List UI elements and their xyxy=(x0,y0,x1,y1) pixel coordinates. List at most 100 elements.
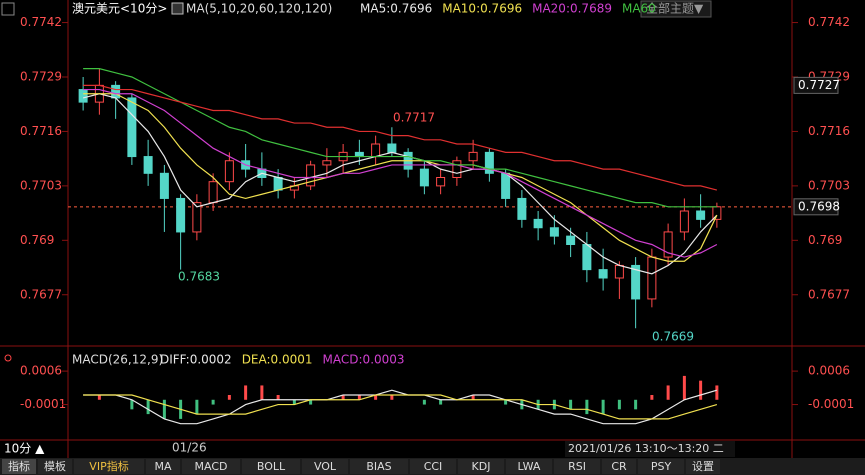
tab[interactable] xyxy=(554,459,600,474)
y-tick-label: 0.7703 xyxy=(808,178,850,192)
macd-title: MACD(26,12,9) xyxy=(72,353,163,367)
y-tick-label: 0.7729 xyxy=(20,70,62,84)
tab-label[interactable]: KDJ xyxy=(472,460,491,473)
marker-price-box xyxy=(793,76,839,94)
candle-body xyxy=(306,164,316,187)
candle-body xyxy=(127,97,137,158)
y-tick-label: 0.7703 xyxy=(20,178,62,192)
y-tick-label: -0.0001 xyxy=(808,397,854,411)
candle-body xyxy=(273,177,283,191)
candle-body xyxy=(517,197,527,220)
date-label: 01/26 xyxy=(172,441,207,455)
candle-body xyxy=(436,177,446,187)
y-tick-label: 0.7716 xyxy=(808,124,850,138)
tab[interactable] xyxy=(686,459,720,474)
y-tick-label: -0.0001 xyxy=(20,397,66,411)
y-tick-label: 0.7742 xyxy=(808,15,850,29)
tab[interactable] xyxy=(638,459,684,474)
current-price-box xyxy=(793,198,839,216)
tab[interactable] xyxy=(602,459,636,474)
candle-body xyxy=(663,231,673,258)
period-label[interactable]: 10分 ▲ xyxy=(4,442,45,456)
tab-label[interactable]: MACD xyxy=(195,460,228,473)
theme-button[interactable] xyxy=(640,0,712,18)
legend-entry: DEA:0.0001 xyxy=(242,353,313,367)
y-tick-label: 0.7716 xyxy=(20,124,62,138)
candle-body xyxy=(143,156,153,174)
candle-body xyxy=(387,143,397,153)
symbol: 澳元美元<10分> xyxy=(72,2,167,16)
panel-icon xyxy=(4,354,12,362)
candle-body xyxy=(354,151,364,158)
series-line xyxy=(83,389,718,425)
tab[interactable] xyxy=(410,459,456,474)
y-tick-label: 0.0006 xyxy=(20,364,62,378)
tab[interactable] xyxy=(302,459,348,474)
tab[interactable] xyxy=(2,459,36,474)
series-line xyxy=(83,394,718,420)
y-tick-label: 0.769 xyxy=(808,233,842,247)
tab-label[interactable]: 模板 xyxy=(44,459,66,473)
candle-body xyxy=(549,227,559,237)
tab[interactable] xyxy=(182,459,240,474)
candle-body xyxy=(631,264,641,300)
candle-body xyxy=(533,218,543,229)
candle-body xyxy=(192,202,202,233)
candle-body xyxy=(614,264,624,279)
candle-body xyxy=(371,143,381,158)
legend-entry: MA60 xyxy=(622,2,656,16)
candle-body xyxy=(419,168,429,187)
tab-label[interactable]: BIAS xyxy=(366,460,391,473)
tab-label[interactable]: MA xyxy=(154,460,171,473)
time-range: 2021/01/26 13:10～13:20 二 xyxy=(568,442,724,455)
current-price: 0.7698 xyxy=(798,199,840,213)
tab-label[interactable]: RSI xyxy=(568,460,586,473)
candle-body xyxy=(679,210,689,233)
tab-label[interactable]: PSY xyxy=(651,460,672,473)
candle-body xyxy=(696,210,706,220)
y-tick-label: 0.7742 xyxy=(20,15,62,29)
series-line xyxy=(83,84,718,191)
y-tick-label: 0.7677 xyxy=(808,287,850,301)
marker-price: 0.7727 xyxy=(798,78,840,92)
high-annotation: 0.7717 xyxy=(393,111,435,125)
tab[interactable] xyxy=(38,459,72,474)
legend-entry: MACD:0.0003 xyxy=(323,353,405,367)
tab[interactable] xyxy=(506,459,552,474)
tab[interactable] xyxy=(146,459,180,474)
tab-label[interactable]: VIP指标 xyxy=(89,459,128,473)
candle-body xyxy=(582,244,592,271)
series-line xyxy=(83,93,718,262)
legend-entry: MA10:0.7696 xyxy=(442,2,522,16)
legend-entry: DIFF:0.0002 xyxy=(160,353,232,367)
menu-icon[interactable] xyxy=(1,2,15,16)
tab[interactable] xyxy=(350,459,408,474)
low-annotation: 0.7683 xyxy=(178,270,220,284)
series-line xyxy=(82,93,718,275)
candle-body xyxy=(322,160,332,166)
series-line xyxy=(83,68,717,208)
y-tick-label: 0.7677 xyxy=(20,287,62,301)
candle-body xyxy=(501,172,511,199)
tab-label[interactable]: LWA xyxy=(518,460,541,473)
candle-body xyxy=(208,181,218,204)
tab-label[interactable]: VOL xyxy=(314,460,337,473)
y-tick-label: 0.769 xyxy=(20,233,54,247)
tab-label[interactable]: BOLL xyxy=(257,460,286,473)
candle-body xyxy=(111,84,121,99)
tab-label[interactable]: 指标 xyxy=(8,459,30,473)
tab-label[interactable]: CR xyxy=(611,460,627,473)
tab[interactable] xyxy=(74,459,144,474)
indicator-title: MA(5,10,20,60,120,120) xyxy=(186,2,332,16)
theme-button-label[interactable]: 全部主题▼ xyxy=(646,1,704,16)
ma-icon[interactable] xyxy=(171,2,184,15)
candle-body xyxy=(224,160,234,183)
low-annotation: 0.7669 xyxy=(652,330,694,344)
tab[interactable] xyxy=(458,459,504,474)
tab[interactable] xyxy=(242,459,300,474)
candle-body xyxy=(159,172,169,199)
candle-body xyxy=(484,151,494,174)
tab-label[interactable]: 设置 xyxy=(692,460,714,473)
tab-label[interactable]: CCI xyxy=(424,460,443,473)
